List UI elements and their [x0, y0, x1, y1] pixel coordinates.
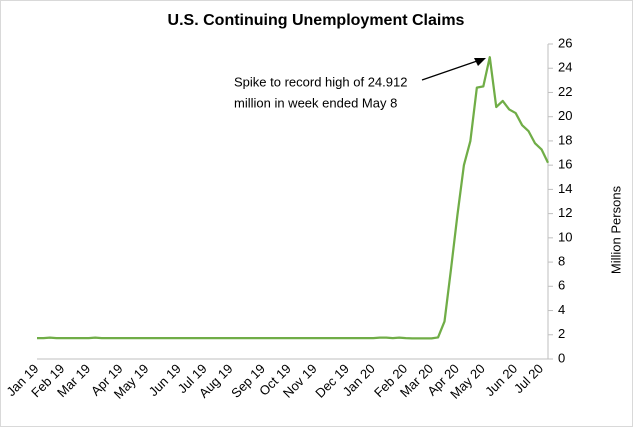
annotation: Spike to record high of 24.912 — [234, 74, 407, 89]
y-tick-label: 8 — [558, 254, 565, 269]
y-tick-label: 20 — [558, 108, 572, 123]
y-tick-label: 0 — [558, 350, 565, 365]
chart-title: U.S. Continuing Unemployment Claims — [168, 12, 465, 29]
y-tick-label: 12 — [558, 205, 572, 220]
y-tick-label: 14 — [558, 181, 572, 196]
y-tick-label: 10 — [558, 229, 572, 244]
y-tick-label: 18 — [558, 132, 572, 147]
data-line — [37, 56, 550, 340]
y-tick-label: 24 — [558, 60, 572, 75]
annotation-arrow — [421, 59, 481, 81]
y-tick-label: 2 — [558, 326, 565, 341]
y-tick-label: 22 — [558, 84, 572, 99]
y-tick-label: 26 — [558, 35, 572, 50]
annotation: million in week ended May 8 — [234, 95, 397, 110]
y-tick-label: 16 — [558, 157, 572, 172]
y-axis-label: Million Persons — [608, 185, 623, 274]
y-tick-label: 4 — [558, 302, 565, 317]
y-tick-label: 6 — [558, 278, 565, 293]
arrow-head — [474, 58, 486, 66]
